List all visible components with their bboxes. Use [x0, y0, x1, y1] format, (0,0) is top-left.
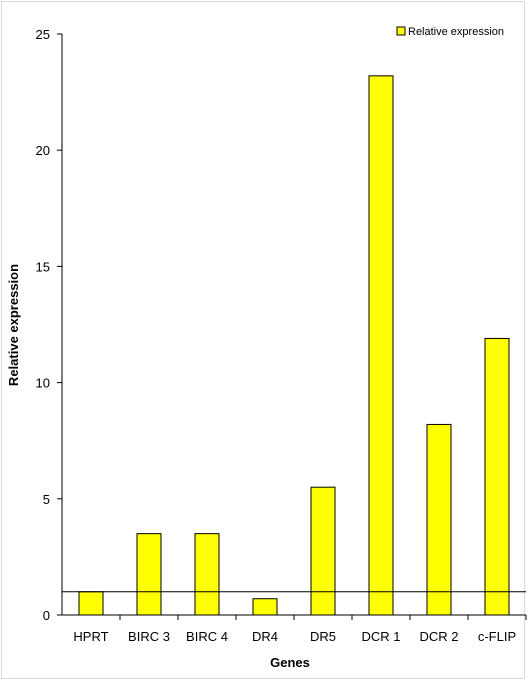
- y-tick-label: 25: [36, 27, 50, 42]
- y-tick-label: 10: [36, 376, 50, 391]
- x-tick-label: BIRC 4: [186, 629, 228, 644]
- legend-label: Relative expression: [408, 26, 504, 38]
- x-tick-label: DCR 2: [419, 629, 458, 644]
- y-axis-title: Relative expression: [6, 264, 21, 386]
- y-axis-ticks: 0 5 10 15 20 25: [36, 27, 62, 623]
- legend: Relative expression: [396, 26, 504, 38]
- y-tick-label: 15: [36, 259, 50, 274]
- y-tick-label: 0: [43, 608, 50, 623]
- x-axis-ticks: HPRT BIRC 3 BIRC 4 DR4 DR5 DCR 1 DCR 2 c-FLIP: [73, 615, 527, 644]
- bar-dcr-2: [426, 423, 452, 616]
- bar-birc-4: [194, 533, 220, 616]
- x-tick-label: DR5: [310, 629, 336, 644]
- x-tick-label: c-FLIP: [478, 629, 516, 644]
- x-tick-label: BIRC 3: [128, 629, 170, 644]
- bar-c-flip: [484, 337, 510, 616]
- x-tick-label: DR4: [252, 629, 278, 644]
- bar-dr4: [252, 598, 278, 616]
- bar-dr5: [310, 486, 336, 616]
- x-tick-label: HPRT: [73, 629, 108, 644]
- bars: [78, 75, 510, 616]
- x-tick-label: DCR 1: [361, 629, 400, 644]
- legend-swatch: [396, 26, 406, 36]
- y-tick-label: 20: [36, 143, 50, 158]
- x-axis-title: Genes: [270, 655, 310, 670]
- y-tick-label: 5: [43, 492, 50, 507]
- bar-hprt: [78, 591, 104, 616]
- bar-birc-3: [136, 533, 162, 616]
- bar-dcr-1: [368, 75, 394, 616]
